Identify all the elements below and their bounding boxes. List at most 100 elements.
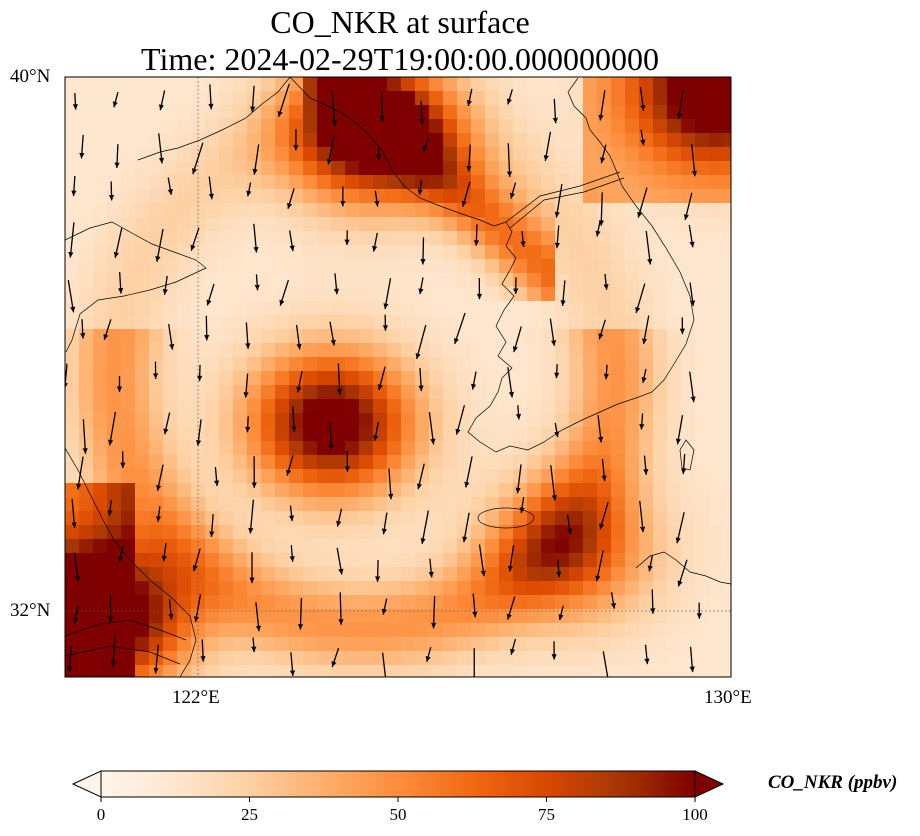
field-cell xyxy=(205,147,220,162)
field-cell xyxy=(191,189,206,204)
field-cell xyxy=(121,217,136,232)
field-cell xyxy=(667,91,682,106)
field-cell xyxy=(527,189,542,204)
field-cell xyxy=(569,133,584,148)
field-cell xyxy=(205,245,220,260)
field-cell xyxy=(583,77,598,92)
field-cell xyxy=(121,203,136,218)
field-cell xyxy=(191,245,206,260)
field-cell xyxy=(443,259,458,274)
field-cell xyxy=(79,105,94,120)
field-cell xyxy=(625,273,640,288)
field-cell xyxy=(723,105,731,120)
field-cell xyxy=(401,91,416,106)
field-cell xyxy=(541,273,556,288)
field-cell xyxy=(233,133,248,148)
field-cell xyxy=(261,147,276,162)
field-cell xyxy=(653,175,668,190)
field-cell xyxy=(569,231,584,246)
field-cell xyxy=(317,189,332,204)
field-cell xyxy=(667,189,682,204)
field-cell xyxy=(331,147,346,162)
field-cell xyxy=(583,91,598,106)
field-cell xyxy=(443,175,458,190)
field-cell xyxy=(345,203,360,218)
field-cell xyxy=(149,147,164,162)
field-cell xyxy=(639,217,654,232)
field-cell xyxy=(443,119,458,134)
field-cell xyxy=(65,133,80,148)
field-cell xyxy=(163,245,178,260)
field-cell xyxy=(121,175,136,190)
field-cell xyxy=(401,105,416,120)
field-cell xyxy=(485,231,500,246)
field-cell xyxy=(387,203,402,218)
field-cell xyxy=(611,105,626,120)
field-cell xyxy=(457,77,472,92)
field-cell xyxy=(177,231,192,246)
field-cell xyxy=(289,273,304,288)
field-cell xyxy=(163,175,178,190)
field-cell xyxy=(149,287,164,302)
field-cell xyxy=(149,203,164,218)
field-cell xyxy=(261,175,276,190)
field-cell xyxy=(177,91,192,106)
field-cell xyxy=(639,147,654,162)
field-cell xyxy=(667,231,682,246)
field-cell xyxy=(359,203,374,218)
field-cell xyxy=(303,231,318,246)
field-cell xyxy=(723,77,731,92)
field-cell xyxy=(695,77,710,92)
field-cell xyxy=(289,147,304,162)
field-cell xyxy=(149,91,164,106)
field-cell xyxy=(331,91,346,106)
field-cell xyxy=(93,119,108,134)
field-cell xyxy=(639,175,654,190)
field-cell xyxy=(443,147,458,162)
field-cell xyxy=(177,161,192,176)
field-cell xyxy=(443,105,458,120)
field-cell xyxy=(247,161,262,176)
field-cell xyxy=(429,245,444,260)
field-cell xyxy=(471,133,486,148)
field-cell xyxy=(583,217,598,232)
field-cell xyxy=(709,203,724,218)
field-cell xyxy=(345,77,360,92)
field-cell xyxy=(527,273,542,288)
field-cell xyxy=(163,203,178,218)
field-cell xyxy=(205,203,220,218)
field-cell xyxy=(275,119,290,134)
field-cell xyxy=(709,175,724,190)
field-cell xyxy=(205,175,220,190)
field-cell xyxy=(723,203,731,218)
field-cell xyxy=(723,231,731,246)
field-cell xyxy=(513,119,528,134)
field-cell xyxy=(219,273,234,288)
field-cell xyxy=(709,133,724,148)
field-cell xyxy=(597,133,612,148)
field-cell xyxy=(709,91,724,106)
field-cell xyxy=(625,175,640,190)
field-cell xyxy=(331,189,346,204)
field-cell xyxy=(79,189,94,204)
field-cell xyxy=(345,119,360,134)
field-cell xyxy=(93,161,108,176)
field-cell xyxy=(457,245,472,260)
field-cell xyxy=(415,119,430,134)
field-cell xyxy=(709,77,724,92)
field-cell xyxy=(471,259,486,274)
field-cell xyxy=(345,287,360,302)
field-cell xyxy=(583,259,598,274)
field-cell xyxy=(275,77,290,92)
field-cell xyxy=(261,119,276,134)
field-cell xyxy=(457,189,472,204)
field-cell xyxy=(513,245,528,260)
field-cell xyxy=(163,231,178,246)
field-cell xyxy=(233,105,248,120)
field-cell xyxy=(317,217,332,232)
field-cell xyxy=(401,203,416,218)
field-cell xyxy=(359,175,374,190)
field-cell xyxy=(583,133,598,148)
field-cell xyxy=(583,189,598,204)
field-cell xyxy=(625,105,640,120)
